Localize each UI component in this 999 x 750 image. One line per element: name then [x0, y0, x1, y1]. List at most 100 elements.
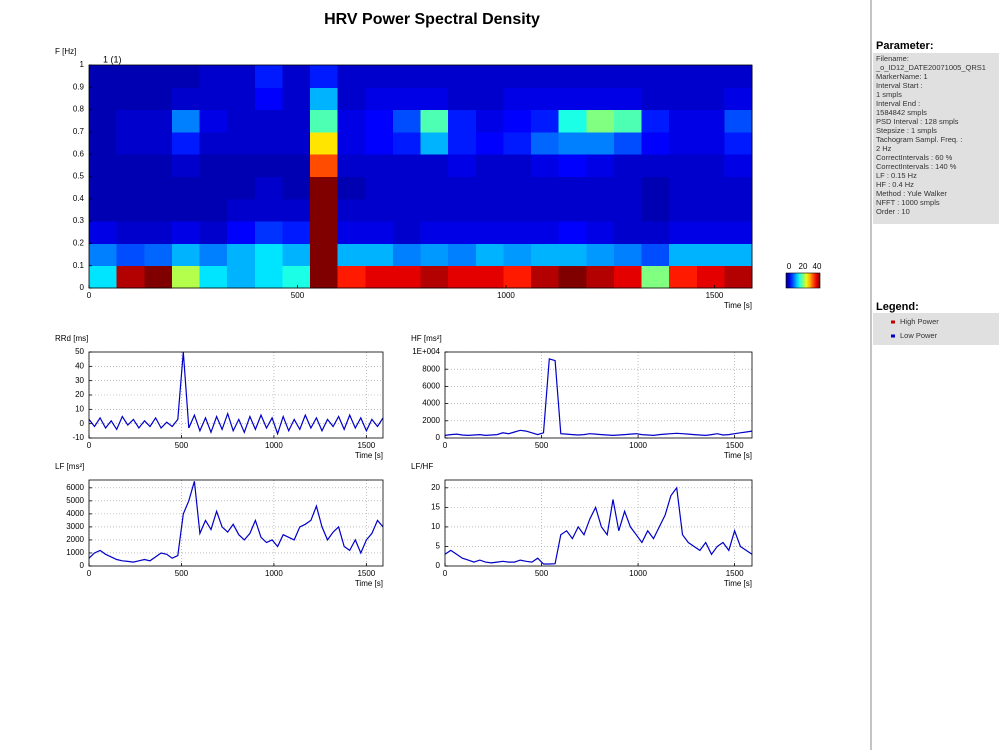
y-tick-label: 2000 — [422, 416, 440, 425]
data-line — [444, 358, 753, 437]
heatmap-cell — [448, 154, 477, 177]
heatmap-cell — [144, 198, 173, 222]
figure-title: HRV Power Spectral Density — [324, 11, 540, 28]
heatmap-cell — [448, 176, 477, 200]
heatmap-cell — [116, 154, 145, 177]
heatmap-cell — [641, 265, 670, 289]
heatmap-cell — [171, 154, 200, 177]
heatmap-cell — [392, 221, 421, 244]
heatmap-cell — [696, 265, 725, 289]
heatmap-cell — [365, 221, 394, 244]
legend-title: Legend: — [876, 301, 919, 313]
heatmap-cell — [531, 109, 560, 133]
y-tick-label: 8000 — [422, 364, 440, 373]
parameter-line: CorrectIntervals : 140 % — [876, 162, 957, 171]
heatmap-cell — [89, 154, 118, 177]
data-line — [88, 481, 384, 563]
heatmap-cell — [199, 176, 228, 200]
heatmap-cell — [337, 221, 366, 244]
heatmap-cell — [669, 87, 698, 111]
parameter-line: Tachogram Sampl. Freq. : — [876, 135, 962, 144]
heatmap-cell — [586, 176, 615, 200]
heatmap-cell — [227, 265, 256, 289]
heatmap-cell — [116, 265, 145, 289]
heatmap-cell — [613, 131, 642, 155]
heatmap-cell — [365, 65, 394, 88]
y-tick-label: 10 — [75, 404, 84, 413]
heatmap-cell — [503, 65, 532, 88]
heatmap-cell — [503, 109, 532, 133]
heatmap-cell — [475, 198, 504, 222]
y-tick-label: 0 — [436, 561, 441, 570]
heatmap-cell — [310, 109, 339, 133]
heatmap-cell — [282, 87, 311, 111]
heatmap-cell — [475, 131, 504, 155]
heatmap-cell — [116, 176, 145, 200]
heatmap-cell — [558, 265, 587, 289]
heatmap-cell — [392, 176, 421, 200]
heatmap-cell — [724, 221, 753, 244]
heatmap-cell — [199, 243, 228, 267]
heatmap-cell — [282, 109, 311, 133]
heatmap-cell — [558, 243, 587, 267]
heatmap-cell — [613, 176, 642, 200]
y-axis-label: HF [ms²] — [411, 334, 442, 343]
heatmap-cell — [254, 109, 283, 133]
heatmap-cell — [420, 221, 449, 244]
parameter-line: MarkerName: 1 — [876, 72, 928, 81]
heatmap-cell — [171, 87, 200, 111]
heatmap-cell — [254, 65, 283, 88]
heatmap-cell — [696, 131, 725, 155]
parameter-title: Parameter: — [876, 40, 933, 52]
heatmap-cell — [310, 65, 339, 88]
heatmap-cell — [337, 265, 366, 289]
heatmap-cell — [199, 131, 228, 155]
heatmap-cell — [586, 109, 615, 133]
heatmap-cell — [282, 176, 311, 200]
heatmap-cell — [641, 198, 670, 222]
x-axis-label: Time [s] — [724, 301, 752, 310]
heatmap-cell — [365, 176, 394, 200]
y-tick-label: 40 — [75, 361, 84, 370]
heatmap-cell — [310, 221, 339, 244]
heatmap-cell — [282, 131, 311, 155]
heatmap-cell — [696, 109, 725, 133]
parameter-line: Order : 10 — [876, 207, 910, 216]
heatmap-cell — [448, 243, 477, 267]
heatmap-cell — [89, 65, 118, 88]
heatmap-cell — [199, 154, 228, 177]
heatmap-cell — [171, 176, 200, 200]
heatmap-cell — [586, 265, 615, 289]
x-axis-label: Time [s] — [724, 579, 752, 588]
heatmap-cell — [641, 131, 670, 155]
x-tick-label: 1500 — [706, 291, 724, 300]
heatmap-cell — [392, 198, 421, 222]
heatmap-cell — [144, 265, 173, 289]
x-axis-label: Time [s] — [355, 579, 383, 588]
plot-frame — [88, 351, 384, 439]
heatmap-cell — [558, 221, 587, 244]
y-tick-label: 0.8 — [73, 105, 85, 114]
heatmap-cell — [310, 265, 339, 289]
heatmap-cell — [420, 109, 449, 133]
heatmap-cell — [254, 198, 283, 222]
legend-label: High Power — [900, 317, 939, 326]
heatmap-cell — [254, 87, 283, 111]
colorbar — [785, 272, 821, 289]
x-tick-label: 1000 — [629, 441, 647, 450]
y-tick-label: 0 — [80, 283, 85, 292]
heatmap-cell — [558, 154, 587, 177]
heatmap-cell — [558, 176, 587, 200]
heatmap-cell — [696, 87, 725, 111]
x-tick-label: 1500 — [726, 441, 744, 450]
heatmap-cell — [254, 243, 283, 267]
heatmap-cell — [116, 198, 145, 222]
heatmap-cell — [282, 221, 311, 244]
y-tick-label: 50 — [75, 347, 84, 356]
parameter-line: LF : 0.15 Hz — [876, 171, 917, 180]
heatmap-cell — [531, 154, 560, 177]
heatmap-cell — [503, 243, 532, 267]
heatmap-cell — [420, 131, 449, 155]
heatmap-cell — [586, 131, 615, 155]
y-tick-label: 1000 — [66, 548, 84, 557]
